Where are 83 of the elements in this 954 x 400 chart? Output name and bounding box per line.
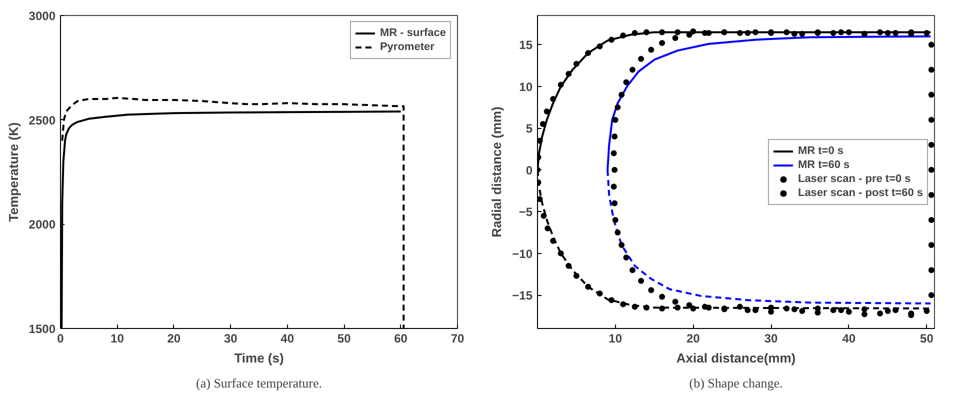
point	[928, 217, 934, 223]
point	[928, 166, 934, 173]
x-tick-label: 20	[686, 332, 700, 346]
point	[629, 267, 636, 274]
y-tick-label: −5	[518, 205, 533, 220]
y-tick-label: −15	[512, 288, 533, 303]
point	[884, 308, 891, 314]
legend-label: Laser scan - post t=60 s	[798, 186, 923, 200]
x-axis-title: Time (s)	[234, 350, 284, 366]
y-tick-label: 1500	[28, 322, 56, 336]
point	[648, 287, 654, 294]
point	[928, 116, 934, 123]
legend-label: Pyrometer	[380, 40, 434, 54]
point	[610, 184, 617, 190]
point	[612, 217, 618, 223]
point	[659, 294, 666, 300]
point	[638, 56, 644, 62]
point	[614, 230, 621, 236]
point	[928, 92, 934, 98]
point	[612, 116, 618, 123]
x-tick-label: 20	[167, 332, 181, 346]
point	[612, 166, 618, 173]
point	[623, 254, 630, 261]
point	[838, 29, 844, 36]
point	[659, 40, 666, 46]
y-tick-label: 2500	[28, 113, 56, 128]
x-tick-label: 10	[608, 332, 622, 346]
y-axis-title: Radial distance (mm)	[489, 106, 504, 238]
x-tick-label: 0	[57, 332, 64, 346]
point	[791, 30, 798, 37]
point	[648, 46, 654, 53]
point	[928, 142, 934, 148]
x-tick-label: 40	[842, 332, 856, 346]
point	[928, 192, 934, 198]
point	[884, 30, 891, 36]
point	[928, 267, 934, 274]
text: (b) Shape change.	[689, 376, 783, 390]
x-tick-label: 10	[110, 332, 124, 346]
point	[618, 92, 625, 98]
point	[612, 134, 618, 140]
point	[721, 29, 728, 36]
x-tick-label: 30	[224, 332, 238, 346]
y-tick-label: 0	[526, 163, 533, 178]
legend-label: MR - surface	[380, 26, 446, 40]
y-axis-title: Temperature (K)	[6, 122, 21, 222]
legend-label: MR t=60 s	[798, 158, 850, 172]
y-tick-label: 10	[519, 80, 533, 94]
x-tick-label: 50	[920, 332, 934, 346]
point	[861, 311, 868, 318]
x-tick-label: 30	[764, 332, 778, 346]
y-tick-label: 15	[519, 38, 533, 52]
y-tick-label: 5	[526, 122, 533, 136]
point	[928, 292, 934, 298]
point	[861, 30, 868, 37]
x-axis-title: Axial distance(mm)	[676, 350, 796, 366]
point	[623, 79, 630, 86]
point	[928, 66, 934, 73]
point	[672, 298, 678, 305]
y-tick-label: 3000	[28, 9, 56, 23]
point	[928, 242, 934, 248]
legend-label: Laser scan - pre t=0 s	[798, 172, 911, 186]
point	[618, 242, 625, 248]
y-tick-label: −10	[512, 246, 533, 261]
point	[928, 42, 934, 48]
x-tick-label: 50	[337, 332, 352, 346]
point	[838, 307, 844, 314]
point	[612, 200, 618, 206]
legend-label: MR t=0 s	[798, 144, 844, 158]
point	[629, 66, 636, 73]
point	[686, 302, 692, 308]
point	[610, 150, 617, 156]
point	[672, 35, 678, 42]
point	[638, 278, 644, 284]
y-tick-label: 2000	[28, 218, 56, 232]
point	[702, 304, 708, 310]
x-tick-label: 40	[280, 332, 294, 346]
point	[744, 307, 751, 314]
text: (a) Surface temperature.	[196, 376, 322, 390]
point	[791, 306, 798, 312]
x-tick-label: 60	[394, 332, 408, 346]
point	[744, 30, 751, 36]
x-tick-label: 70	[450, 332, 464, 346]
point	[614, 104, 621, 110]
